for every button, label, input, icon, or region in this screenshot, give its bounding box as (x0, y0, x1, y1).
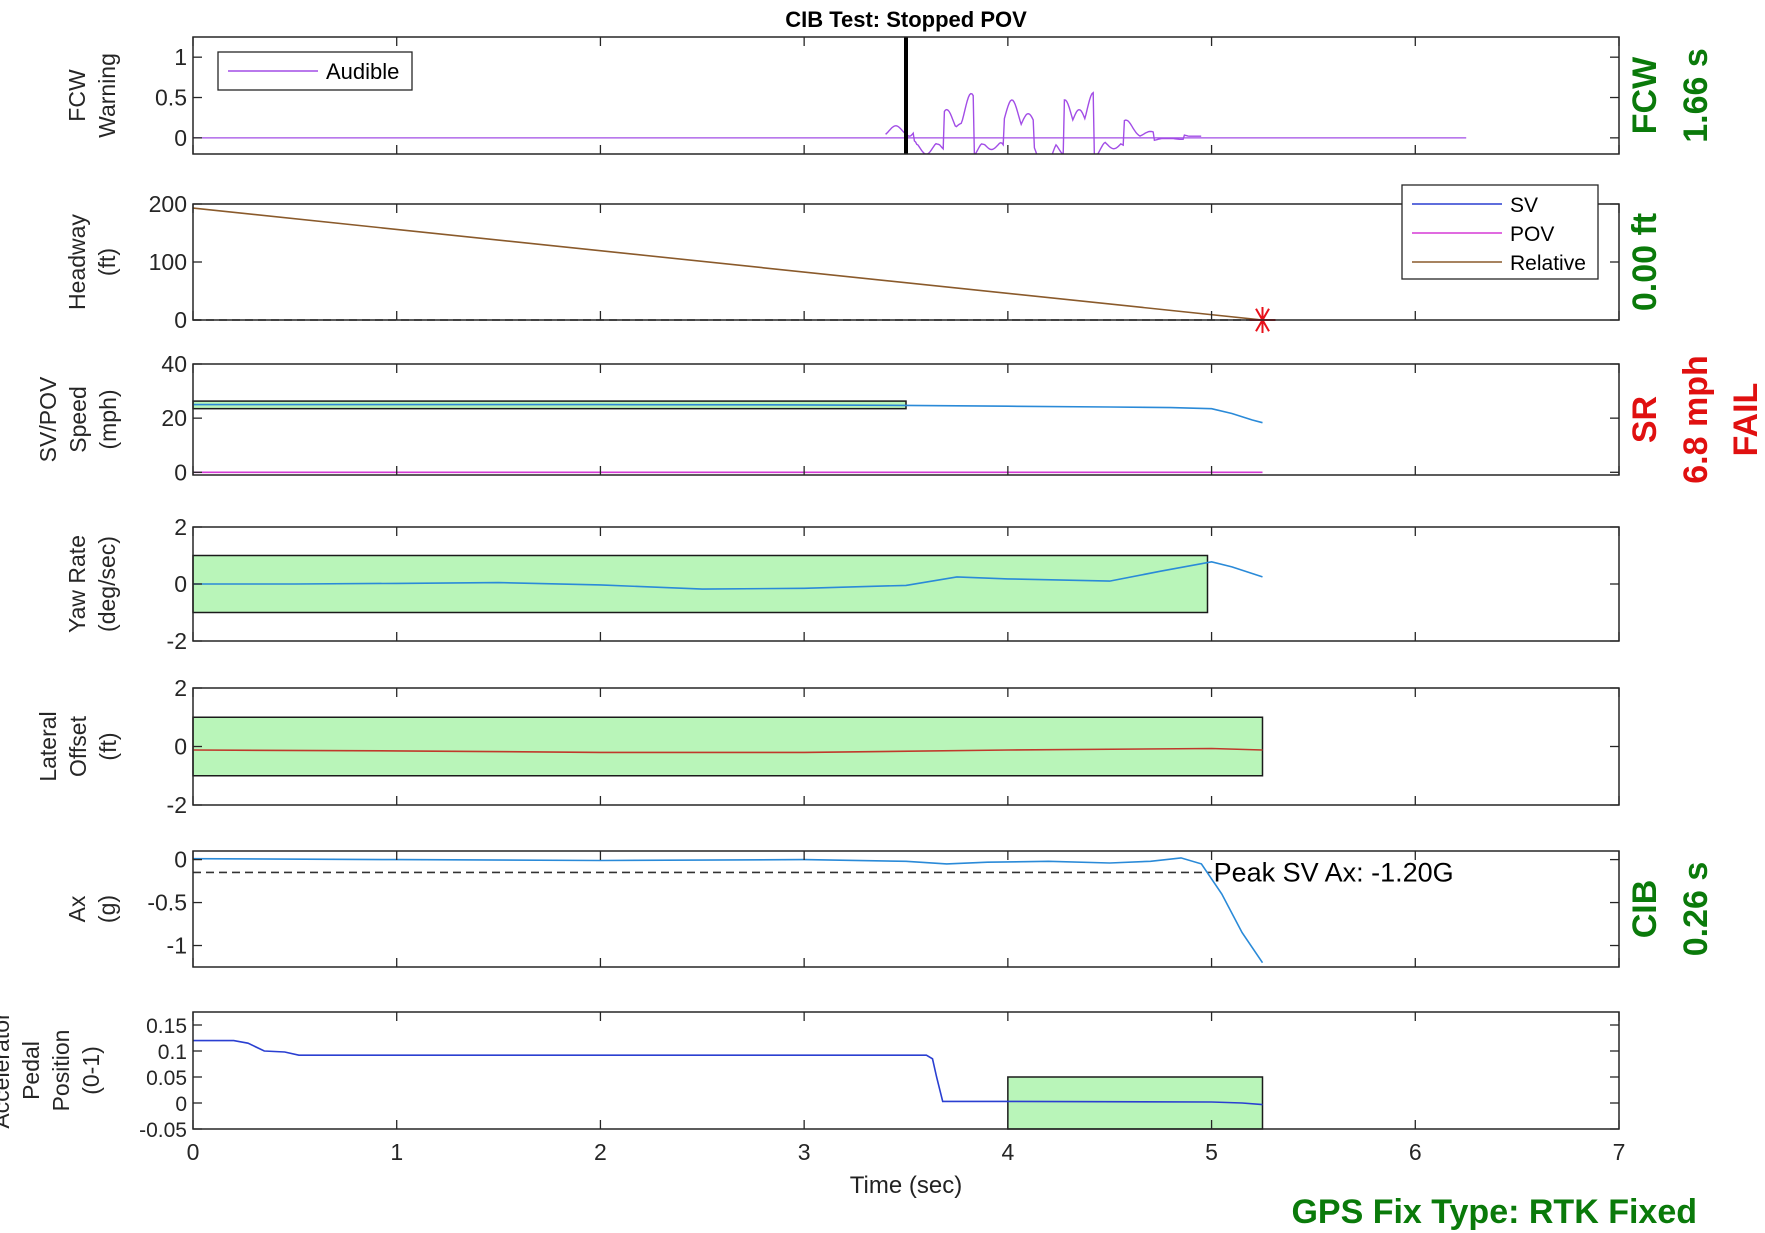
series-line (193, 560, 1263, 590)
audible-signal (885, 91, 1202, 154)
chart-panel-4: -2 0 2 Lateral Offset (ft) (35, 675, 1620, 818)
y-axis-label: Headway (64, 214, 90, 310)
series-line (193, 747, 1263, 754)
status-label: 0.26 s (1677, 862, 1715, 957)
y-tick-label: 20 (161, 405, 187, 431)
chart-panel-2: 0 20 40 SV/POV Speed (mph) (35, 351, 1620, 485)
y-tick-label: 0 (174, 307, 187, 333)
y-tick-label: 0 (174, 734, 187, 760)
series-line (193, 1039, 1263, 1106)
y-axis-label: SV/POV (35, 376, 61, 462)
y-tick-label: 1 (174, 44, 187, 70)
y-tick-label: 100 (149, 249, 187, 275)
legend: SV POV Relative (1401, 184, 1599, 280)
y-tick-label: -2 (167, 792, 187, 818)
series-group (193, 403, 1263, 474)
status-label: FAIL (1727, 383, 1765, 457)
y-tick-label: 0 (174, 847, 187, 873)
x-tick-label: 1 (390, 1139, 403, 1165)
y-tick-label: 0 (174, 125, 187, 151)
x-tick-label: 2 (594, 1139, 607, 1165)
gps-fix-type-label: GPS Fix Type: RTK Fixed (1291, 1193, 1697, 1231)
status-label-group: SR 6.8 mph FAIL (1626, 355, 1765, 483)
x-tick-label: 5 (1205, 1139, 1218, 1165)
x-tick-label: 7 (1613, 1139, 1626, 1165)
x-tick-label: 0 (187, 1139, 200, 1165)
axes-frame (192, 1011, 1620, 1130)
y-tick-label: 0.05 (146, 1067, 187, 1090)
y-tick-label: -0.5 (147, 890, 187, 916)
status-label-group: 0.00 ft (1626, 213, 1664, 311)
legend-label: Audible (326, 59, 399, 84)
y-tick-label: 200 (149, 191, 187, 217)
legend-label: POV (1510, 223, 1554, 246)
chart-panel-1: 0 100 200 Headway (ft) SV POV Relative (64, 184, 1620, 333)
y-tick-label: 0.5 (155, 85, 187, 111)
chart-panel-0: 0 0.5 1 FCW Warning Audible (64, 36, 1620, 155)
axes-frame (192, 850, 1620, 968)
peak-annotation: Peak SV Ax: -1.20G (1214, 857, 1454, 887)
legend-label: SV (1510, 194, 1538, 217)
series-line (193, 207, 1263, 320)
series-group (193, 857, 1264, 964)
y-axis-label: Ax (64, 895, 90, 922)
status-label: 6.8 mph (1677, 355, 1715, 483)
x-tick-label: 3 (798, 1139, 811, 1165)
axes-frame (192, 363, 1620, 476)
y-axis-label: Offset (65, 715, 91, 777)
series-group (193, 91, 1467, 154)
y-axis-label: Lateral (35, 711, 61, 781)
y-tick-label: 0.15 (146, 1015, 187, 1038)
y-axis-label: Warning (94, 53, 120, 138)
x-axis: 0 1 2 3 4 5 6 7 (187, 1139, 1626, 1165)
chart-panel-5: Peak SV Ax: -1.20G -1 -0.5 0 Ax (g) (64, 847, 1620, 968)
chart-panel-6: -0.05 0 0.05 0.1 0.15 Accelerator Pedal Positio… (0, 1011, 1620, 1142)
y-axis-label: (ft) (95, 732, 121, 760)
y-axis-label: (0-1) (78, 1046, 104, 1095)
y-tick-label: 0 (174, 571, 187, 597)
x-tick-label: 6 (1409, 1139, 1422, 1165)
pass-band (192, 716, 1264, 777)
y-tick-label: 0 (174, 459, 187, 485)
y-tick-label: 0 (175, 1093, 187, 1116)
chart-panel-3: -2 0 2 Yaw Rate (deg/sec) (64, 514, 1620, 654)
legend: Audible (217, 51, 413, 91)
y-axis-label: Pedal (18, 1041, 44, 1100)
y-tick-label: 2 (174, 675, 187, 701)
y-axis-label: (deg/sec) (94, 536, 120, 632)
y-axis-label: Yaw Rate (64, 535, 90, 633)
status-label: 1.66 s (1677, 48, 1715, 143)
y-tick-label: 0.1 (158, 1041, 187, 1064)
figure-title: CIB Test: Stopped POV (785, 7, 1027, 32)
y-tick-label: -0.05 (139, 1119, 187, 1142)
x-axis-label: Time (sec) (850, 1172, 962, 1199)
y-tick-label: 40 (161, 351, 187, 377)
series-line (193, 857, 1264, 964)
y-tick-label: 2 (174, 514, 187, 540)
series-group (193, 207, 1263, 320)
y-axis-label: (g) (94, 895, 120, 923)
y-axis-label: Speed (65, 386, 91, 453)
y-axis-label: (mph) (95, 389, 121, 449)
status-label: FCW (1626, 56, 1664, 134)
y-axis-label: FCW (64, 69, 90, 122)
status-label-group: FCW 1.66 s (1626, 48, 1715, 143)
series-line (193, 403, 1263, 424)
series-group (193, 560, 1263, 590)
x-tick-label: 4 (1001, 1139, 1014, 1165)
status-label: CIB (1626, 880, 1664, 939)
y-axis-label: Position (48, 1030, 74, 1112)
legend-label: Relative (1510, 252, 1586, 275)
series-group (193, 747, 1263, 754)
y-axis-label: (ft) (94, 248, 120, 276)
y-tick-label: -2 (167, 628, 187, 654)
y-axis-label: Accelerator (0, 1012, 14, 1129)
status-label-group: CIB 0.26 s (1626, 862, 1715, 957)
series-group (193, 1039, 1263, 1106)
y-tick-label: -1 (167, 933, 187, 959)
axes-frame (192, 36, 1620, 155)
status-label: SR (1626, 396, 1664, 443)
status-label: 0.00 ft (1626, 213, 1664, 311)
